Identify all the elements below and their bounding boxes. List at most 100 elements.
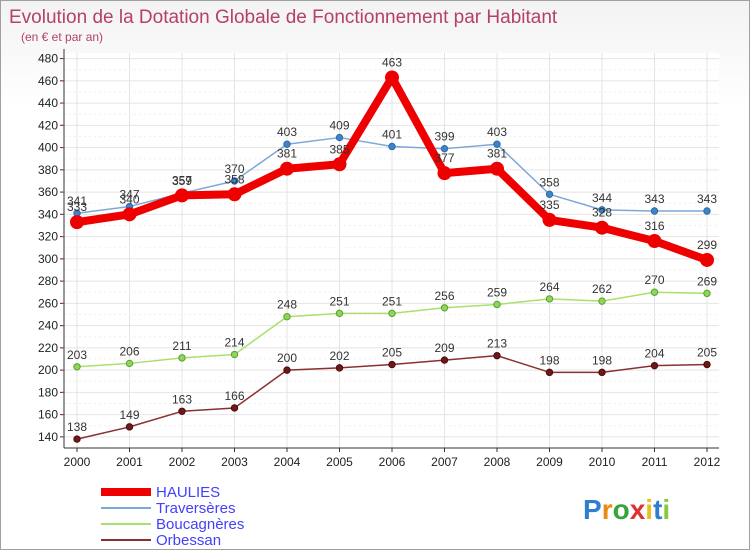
- label-boucagn-res-2005: 251: [329, 294, 349, 308]
- y-tick-label-460: 460: [38, 74, 58, 88]
- point-boucagn-res-2002: [178, 354, 186, 362]
- point-travers-res-2010: [598, 206, 606, 214]
- label-boucagn-res-2009: 264: [539, 280, 559, 294]
- point-orbessan-2001: [125, 423, 134, 431]
- point-haulies-2005: [332, 157, 347, 172]
- point-boucagn-res-2009: [545, 295, 554, 303]
- logo-letter: i: [645, 494, 653, 525]
- chart-title: Evolution de la Dotation Globale de Fonc…: [9, 7, 558, 28]
- point-orbessan-2011: [650, 361, 659, 370]
- logo-letter: i: [662, 494, 670, 525]
- proxiti-logo: Proxiti: [583, 494, 670, 525]
- gridlines: [64, 53, 719, 449]
- y-tick-label-400: 400: [38, 141, 58, 155]
- label-travers-res-2002: 359: [172, 174, 192, 188]
- logo-letter: P: [583, 494, 602, 525]
- point-haulies-2004: [280, 161, 294, 176]
- y-tick-label-320: 320: [38, 230, 58, 244]
- label-boucagn-res-2011: 270: [644, 273, 664, 287]
- label-travers-res-2007: 399: [434, 130, 454, 144]
- logo-letter: t: [653, 494, 662, 525]
- y-tick-label-240: 240: [38, 319, 58, 333]
- point-boucagn-res-2004: [283, 313, 291, 321]
- point-travers-res-2006: [388, 142, 396, 151]
- point-boucagn-res-2007: [440, 304, 449, 312]
- label-haulies-2012: 299: [697, 238, 717, 252]
- label-boucagn-res-2012: 269: [697, 274, 717, 288]
- point-orbessan-2009: [545, 368, 554, 377]
- x-tick-label-2006: 2006: [379, 455, 406, 469]
- label-travers-res-2010: 344: [592, 191, 612, 205]
- x-tick-label-2011: 2011: [642, 455, 668, 469]
- point-boucagn-res-2000: [73, 363, 81, 371]
- y-tick-label-180: 180: [38, 385, 58, 399]
- label-boucagn-res-2006: 251: [382, 294, 402, 308]
- y-tick-label-360: 360: [38, 185, 58, 199]
- label-orbessan-2006: 205: [382, 346, 402, 360]
- label-haulies-2000: 333: [67, 200, 87, 214]
- label-orbessan-2007: 209: [434, 341, 454, 355]
- label-orbessan-2010: 198: [592, 353, 612, 367]
- y-tick-label-200: 200: [38, 363, 58, 377]
- y-tick-label-220: 220: [38, 341, 58, 355]
- y-tick-label-300: 300: [38, 252, 58, 266]
- y-tick-label-280: 280: [38, 274, 58, 288]
- point-travers-res-2007: [440, 144, 449, 153]
- point-haulies-2011: [647, 234, 662, 249]
- x-tick-label-2009: 2009: [536, 455, 563, 469]
- label-haulies-2008: 381: [487, 147, 507, 161]
- point-travers-res-2005: [335, 133, 344, 142]
- point-travers-res-2004: [283, 140, 291, 148]
- label-orbessan-2009: 198: [539, 353, 559, 367]
- point-haulies-2006: [385, 70, 399, 85]
- logo-letter: r: [602, 494, 613, 525]
- point-boucagn-res-2011: [650, 288, 659, 296]
- point-haulies-2000: [70, 215, 84, 230]
- legend-label-travers-res: Traversères: [156, 500, 235, 517]
- x-tick-label-2002: 2002: [169, 455, 196, 469]
- point-travers-res-2003: [230, 177, 239, 185]
- point-orbessan-2006: [388, 360, 396, 369]
- point-orbessan-2005: [335, 364, 344, 372]
- label-travers-res-2008: 403: [487, 125, 507, 139]
- legend-label-haulies: HAULIES: [156, 484, 220, 501]
- x-tick-label-2005: 2005: [326, 455, 353, 469]
- label-haulies-2009: 335: [539, 198, 559, 212]
- point-haulies-2012: [700, 252, 714, 267]
- label-travers-res-2011: 343: [644, 192, 664, 206]
- chart-subtitle: (en € et par an): [21, 30, 103, 44]
- label-orbessan-2003: 166: [224, 389, 244, 403]
- x-tick-label-2004: 2004: [274, 455, 301, 469]
- y-tick-label-380: 380: [38, 163, 58, 177]
- point-travers-res-2009: [545, 190, 554, 199]
- legend-label-boucagn-res: Boucagnères: [156, 516, 244, 533]
- point-boucagn-res-2012: [703, 289, 711, 298]
- data-labels: 333 340 357 358 381 385 463 377 381 335 328 316 299 3…: [67, 55, 717, 434]
- label-orbessan-2004: 200: [277, 351, 297, 365]
- point-orbessan-2008: [493, 351, 501, 360]
- point-haulies-2002: [175, 188, 189, 203]
- label-orbessan-2002: 163: [172, 392, 192, 406]
- point-haulies-2007: [437, 166, 452, 181]
- point-haulies-2008: [490, 161, 504, 176]
- label-haulies-2001: 340: [119, 192, 139, 206]
- label-haulies-2007: 377: [434, 151, 454, 165]
- label-haulies-2006: 463: [382, 55, 402, 69]
- point-orbessan-2004: [283, 366, 291, 374]
- label-haulies-2004: 381: [277, 147, 297, 161]
- series-lines: [70, 70, 714, 443]
- label-boucagn-res-2002: 211: [172, 339, 191, 353]
- y-tick-label-440: 440: [38, 96, 58, 110]
- label-orbessan-2005: 202: [329, 349, 349, 363]
- point-boucagn-res-2008: [493, 300, 501, 309]
- logo-letter: o: [613, 494, 630, 525]
- point-travers-res-2008: [493, 140, 501, 148]
- x-tick-label-2008: 2008: [484, 455, 511, 469]
- label-orbessan-2011: 204: [644, 347, 664, 361]
- label-travers-res-2012: 343: [697, 192, 717, 206]
- x-tick-label-2007: 2007: [431, 455, 458, 469]
- label-boucagn-res-2001: 206: [119, 344, 139, 358]
